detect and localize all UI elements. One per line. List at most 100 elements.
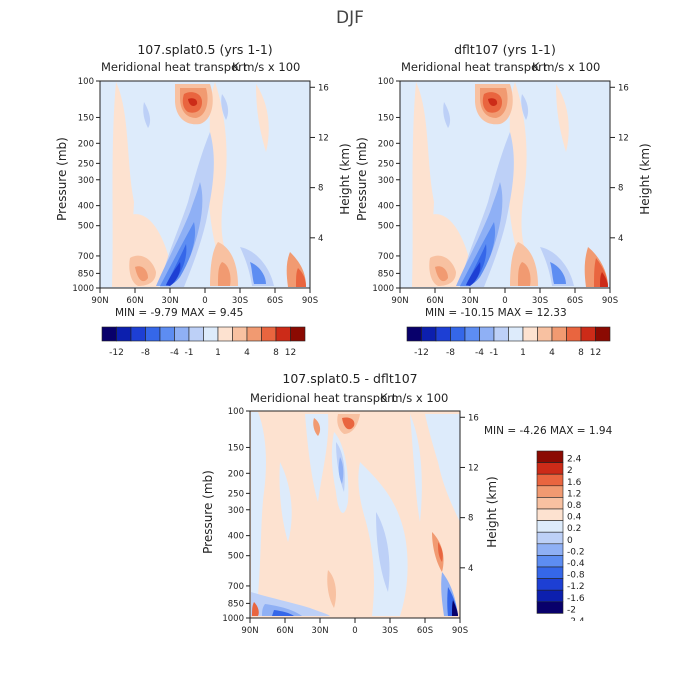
x-tick-label: 0 <box>502 296 507 306</box>
y-tick-label: 1000 <box>72 284 94 294</box>
colorbar-label: 2.4 <box>567 455 582 465</box>
colorbar-label: 8 <box>578 348 584 358</box>
colorbar-cell <box>566 326 582 342</box>
colorbar-cell <box>116 326 132 342</box>
panel-2-units: K m/s x 100 <box>532 60 601 74</box>
y-tick-label: 300 <box>228 506 244 516</box>
colorbar-label: -1.6 <box>567 594 585 604</box>
panel-1-subtitle: Meridional heat transport <box>101 60 248 74</box>
y-right-tick-label: 16 <box>618 83 629 93</box>
y-right-tick-label: 16 <box>468 413 479 423</box>
x-tick-label: 90N <box>241 626 258 636</box>
colorbar-cell <box>101 326 117 342</box>
colorbar-2: -12 -8 -4 -1 1 4 8 12 <box>406 326 611 358</box>
colorbar-cell <box>188 326 204 342</box>
panel-3-plot: 90N 60N 30N 0 30S 60S 90S 100 150 200 250 300 400 500… <box>222 407 479 636</box>
panel-3-minmax: MIN = -4.26 MAX = 1.94 <box>484 425 613 437</box>
y-right-tick-label: 12 <box>618 133 629 143</box>
colorbar-label: 1.6 <box>567 478 582 488</box>
y-tick-label: 300 <box>378 176 394 186</box>
colorbar-cell <box>217 326 233 342</box>
colorbar-label: 4 <box>549 348 555 358</box>
colorbar-cell <box>203 326 219 342</box>
colorbar-cell <box>536 450 564 463</box>
colorbar-label: 0.2 <box>567 524 581 534</box>
colorbar-label: -4 <box>170 348 179 358</box>
y-right-tick-label: 4 <box>618 234 623 244</box>
colorbar-cell <box>522 326 538 342</box>
x-tick-label: 60N <box>276 626 293 636</box>
y-tick-label: 700 <box>378 252 394 262</box>
y-tick-label: 850 <box>378 269 394 279</box>
y-right-tick-label: 12 <box>318 133 329 143</box>
y-tick-label: 1000 <box>222 614 244 624</box>
colorbar-label: -0.2 <box>567 547 585 557</box>
colorbar-cell <box>159 326 175 342</box>
colorbar-cell <box>246 326 262 342</box>
colorbar-cell <box>145 326 161 342</box>
y-tick-label: 200 <box>378 139 394 149</box>
y-tick-label: 150 <box>78 113 94 123</box>
panel-2-ylabel-right: Height (km) <box>638 143 652 215</box>
y-tick-label: 150 <box>378 113 394 123</box>
colorbar-label: -8 <box>446 348 455 358</box>
colorbar-cell <box>536 473 564 487</box>
y-tick-label: 400 <box>78 202 94 212</box>
colorbar-label: -12 <box>414 348 429 358</box>
y-right-tick-label: 8 <box>468 514 473 524</box>
colorbar-cell <box>479 326 495 342</box>
x-tick-label: 0 <box>352 626 357 636</box>
colorbar-label: -1.2 <box>567 582 585 592</box>
colorbar-label: -2 <box>567 605 576 615</box>
y-tick-label: 1000 <box>372 284 394 294</box>
y-tick-label: 850 <box>78 269 94 279</box>
colorbar-cell <box>536 508 564 521</box>
x-tick-label: 90S <box>302 296 318 306</box>
colorbar-label: -1 <box>490 348 499 358</box>
panel-1-field <box>100 81 310 288</box>
colorbar-cell <box>261 326 277 342</box>
x-tick-label: 60N <box>426 296 443 306</box>
colorbar-cell <box>536 497 564 510</box>
colorbar-cell <box>536 531 564 545</box>
y-tick-label: 400 <box>378 202 394 212</box>
panel-2-title: dflt107 (yrs 1-1) <box>454 42 556 57</box>
colorbar-label: 8 <box>273 348 279 358</box>
colorbar-label: -2.4 <box>567 617 585 621</box>
colorbar-label: -4 <box>475 348 484 358</box>
colorbar-cell <box>406 326 422 342</box>
x-tick-label: 60S <box>267 296 283 306</box>
colorbar-3: 2.42 1.61.2 0.8 0.40.2 0-0.2 -0.4 -0.8-1.2 -1.6… <box>536 450 585 621</box>
panel-1-title: 107.splat0.5 (yrs 1-1) <box>137 42 273 57</box>
colorbar-cell <box>536 520 564 533</box>
y-tick-label: 500 <box>78 222 94 232</box>
y-tick-label: 250 <box>228 489 244 499</box>
x-tick-label: 30N <box>161 296 178 306</box>
colorbar-cell <box>536 485 564 498</box>
colorbar-cell <box>232 326 248 342</box>
figure-title: DJF <box>336 8 364 28</box>
x-tick-label: 60S <box>417 626 433 636</box>
colorbar-label: 12 <box>590 348 601 358</box>
colorbar-label: -1 <box>185 348 194 358</box>
colorbar-cell <box>536 555 564 568</box>
colorbar-cell <box>421 326 437 342</box>
colorbar-label: 2 <box>567 466 573 476</box>
x-tick-label: 90S <box>602 296 618 306</box>
y-tick-label: 250 <box>378 159 394 169</box>
colorbar-label: -0.4 <box>567 559 585 569</box>
colorbar-cell <box>536 601 564 614</box>
y-tick-label: 700 <box>228 582 244 592</box>
y-right-tick-label: 4 <box>468 564 473 574</box>
colorbar-label: -12 <box>109 348 124 358</box>
y-tick-label: 100 <box>378 77 394 87</box>
x-tick-label: 0 <box>202 296 207 306</box>
panel-1-ylabel-right: Height (km) <box>338 143 352 215</box>
colorbar-cell <box>464 326 480 342</box>
panel-1-plot: 90N 60N 30N 0 30S 60S 90S 100 150 200 250 300 400 500… <box>72 77 329 306</box>
x-tick-label: 30S <box>232 296 248 306</box>
x-tick-label: 60N <box>126 296 143 306</box>
colorbar-label: 1 <box>215 348 221 358</box>
x-tick-label: 30N <box>461 296 478 306</box>
colorbar-cell <box>435 326 451 342</box>
